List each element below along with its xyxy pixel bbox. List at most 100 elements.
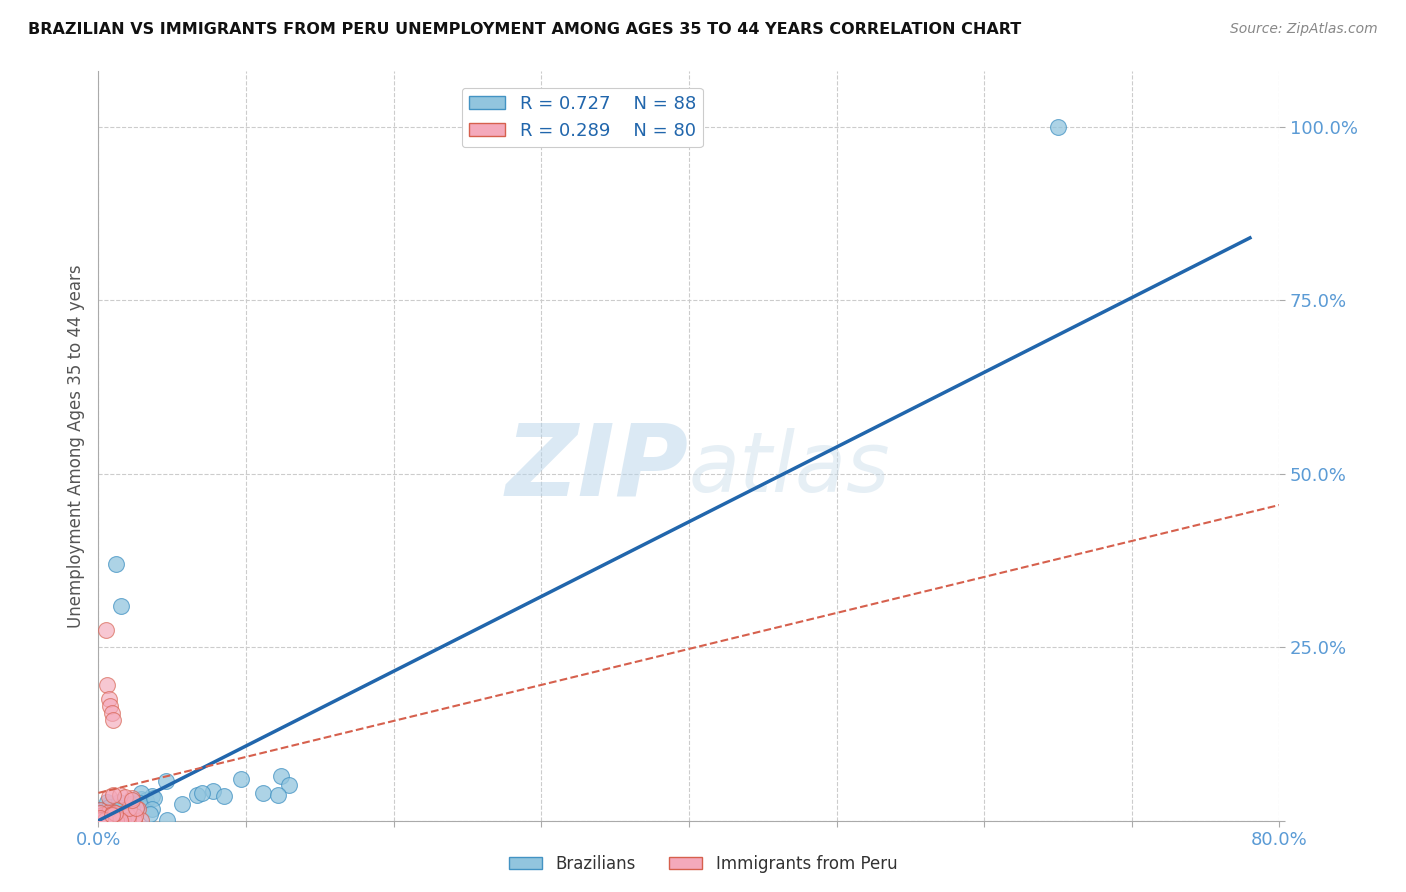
- Point: [124, 809, 146, 823]
- Point: [93, 813, 115, 827]
- Point: [94, 807, 117, 822]
- Point: [120, 797, 142, 811]
- Point: [129, 786, 152, 800]
- Point: [111, 801, 134, 815]
- Point: [90, 813, 112, 827]
- Point: [111, 800, 134, 814]
- Point: [98, 813, 121, 827]
- Point: [89, 803, 111, 817]
- Legend: Brazilians, Immigrants from Peru: Brazilians, Immigrants from Peru: [502, 848, 904, 880]
- Point: [89, 811, 111, 825]
- Point: [96, 804, 118, 818]
- Text: BRAZILIAN VS IMMIGRANTS FROM PERU UNEMPLOYMENT AMONG AGES 35 TO 44 YEARS CORRELA: BRAZILIAN VS IMMIGRANTS FROM PERU UNEMPL…: [28, 22, 1021, 37]
- Point: [100, 813, 122, 827]
- Point: [94, 813, 117, 827]
- Point: [104, 805, 127, 820]
- Point: [98, 809, 121, 823]
- Point: [107, 795, 129, 809]
- Point: [104, 813, 127, 827]
- Point: [191, 786, 214, 800]
- Point: [118, 801, 141, 815]
- Point: [94, 623, 117, 637]
- Point: [93, 813, 115, 827]
- Point: [105, 813, 128, 827]
- Point: [89, 806, 111, 821]
- Point: [135, 793, 157, 807]
- Point: [100, 809, 122, 823]
- Point: [104, 813, 127, 827]
- Point: [96, 813, 118, 827]
- Point: [91, 813, 114, 827]
- Point: [89, 806, 111, 821]
- Point: [101, 811, 124, 825]
- Point: [89, 813, 111, 827]
- Point: [89, 813, 111, 827]
- Point: [94, 813, 117, 827]
- Point: [94, 813, 117, 827]
- Point: [110, 788, 132, 802]
- Point: [89, 805, 111, 820]
- Point: [107, 813, 129, 827]
- Point: [186, 788, 208, 802]
- Point: [97, 813, 120, 827]
- Point: [98, 807, 121, 822]
- Point: [100, 813, 122, 827]
- Point: [229, 772, 252, 786]
- Point: [100, 805, 122, 819]
- Point: [121, 793, 143, 807]
- Point: [100, 812, 122, 826]
- Point: [202, 783, 225, 797]
- Point: [105, 811, 128, 825]
- Point: [93, 813, 115, 827]
- Point: [121, 802, 143, 816]
- Point: [94, 813, 117, 827]
- Point: [93, 813, 115, 827]
- Point: [98, 805, 121, 820]
- Point: [91, 803, 114, 817]
- Point: [89, 813, 111, 827]
- Point: [97, 813, 120, 827]
- Point: [100, 706, 122, 720]
- Point: [91, 809, 114, 823]
- Point: [100, 813, 122, 827]
- Point: [89, 813, 111, 827]
- Point: [105, 801, 128, 815]
- Text: ZIP: ZIP: [506, 420, 689, 517]
- Point: [89, 810, 111, 824]
- Point: [103, 811, 125, 825]
- Point: [90, 808, 112, 822]
- Point: [97, 813, 120, 827]
- Point: [91, 808, 114, 822]
- Point: [90, 813, 112, 827]
- Point: [97, 813, 120, 827]
- Point: [96, 813, 118, 827]
- Point: [112, 813, 135, 827]
- Point: [101, 811, 124, 825]
- Point: [110, 801, 132, 815]
- Legend: R = 0.727    N = 88, R = 0.289    N = 80: R = 0.727 N = 88, R = 0.289 N = 80: [461, 88, 703, 147]
- Point: [139, 806, 162, 821]
- Point: [114, 790, 136, 805]
- Point: [101, 807, 124, 822]
- Point: [97, 813, 120, 827]
- Point: [212, 789, 235, 803]
- Point: [90, 812, 112, 826]
- Point: [129, 792, 152, 806]
- Point: [105, 557, 128, 571]
- Point: [91, 808, 114, 822]
- Point: [98, 797, 121, 811]
- Point: [93, 812, 115, 826]
- Point: [155, 774, 177, 789]
- Point: [114, 805, 136, 819]
- Point: [100, 813, 122, 827]
- Y-axis label: Unemployment Among Ages 35 to 44 years: Unemployment Among Ages 35 to 44 years: [66, 264, 84, 628]
- Point: [122, 813, 145, 827]
- Point: [125, 800, 148, 814]
- Point: [89, 813, 111, 827]
- Point: [98, 800, 121, 814]
- Point: [101, 813, 124, 827]
- Point: [93, 805, 115, 820]
- Point: [90, 812, 112, 826]
- Point: [93, 813, 115, 827]
- Point: [117, 809, 139, 823]
